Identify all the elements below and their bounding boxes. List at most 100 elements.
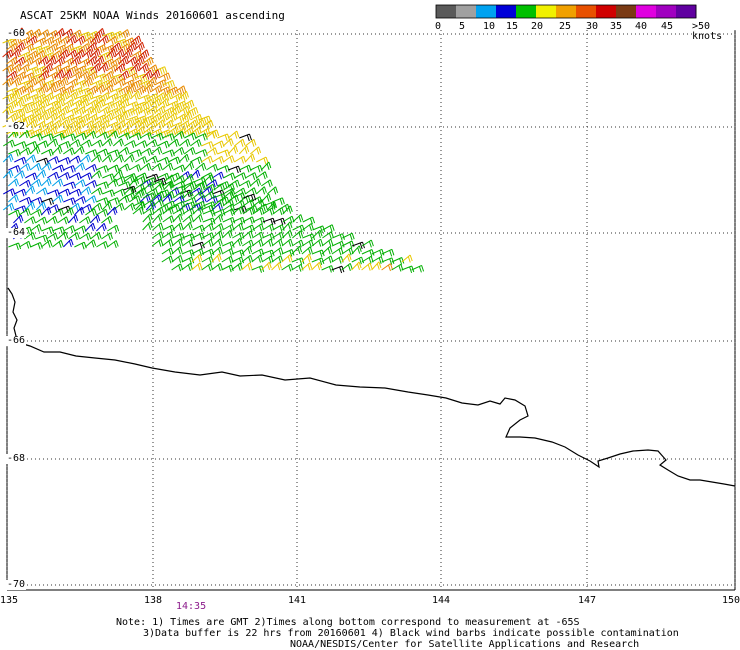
wind-barb (154, 66, 168, 75)
wind-barb (260, 161, 272, 171)
wind-barb (150, 69, 161, 80)
wind-barb (90, 48, 101, 59)
colorbar-border (435, 4, 697, 19)
wind-barb (174, 85, 187, 95)
wind-barb (206, 129, 220, 138)
wind-barb (70, 55, 81, 66)
wind-barb (143, 177, 157, 185)
wind-barb (142, 126, 154, 137)
wind-barb (74, 35, 86, 46)
wind-barb (143, 192, 156, 201)
wind-barb (24, 201, 36, 211)
wind-barb (130, 90, 141, 101)
wind-barb (282, 221, 293, 231)
wind-barb (162, 90, 173, 101)
wind-barb (46, 55, 57, 66)
wind-barb (182, 99, 195, 109)
wind-barb (90, 104, 101, 115)
wind-barb (118, 181, 131, 189)
wind-barb (110, 127, 122, 137)
colorbar-label: 15 (505, 21, 519, 32)
wind-barb (142, 221, 153, 231)
graticule-grid (6, 30, 736, 590)
wind-barb (86, 30, 99, 40)
wind-barb (30, 57, 43, 67)
wind-barb (181, 256, 195, 265)
wind-barb (302, 223, 314, 232)
wind-barb (98, 51, 111, 61)
colorbar-label: 10 (482, 21, 496, 32)
latitude-label: -64 (6, 227, 27, 238)
wind-barb (158, 112, 170, 122)
wind-barb (221, 255, 234, 264)
wind-barb (22, 56, 34, 67)
wind-barb (82, 49, 93, 59)
wind-barb (107, 206, 118, 216)
wind-barb (2, 153, 14, 163)
wind-barb (66, 34, 77, 45)
wind-barb (112, 202, 125, 211)
wind-barb (138, 80, 152, 89)
wind-barb (24, 185, 36, 195)
wind-barb (178, 153, 190, 163)
wind-barb (331, 247, 344, 256)
wind-barb (34, 50, 46, 60)
wind-barb (74, 49, 85, 59)
wind-barb (272, 224, 285, 232)
wind-barb (30, 208, 43, 217)
wind-barb (381, 263, 393, 272)
wind-barb (58, 105, 70, 116)
wind-barb (158, 72, 171, 82)
wind-barb (35, 169, 47, 179)
wind-barb (70, 29, 83, 39)
wind-barb (18, 64, 30, 74)
wind-barb (166, 112, 178, 123)
wind-barb (30, 133, 43, 141)
wind-barb (242, 224, 255, 233)
wind-barb (101, 138, 113, 147)
wind-barb (302, 216, 316, 225)
wind-barb (38, 111, 49, 122)
wind-barb (96, 197, 109, 205)
wind-barb (243, 193, 257, 202)
wind-barb (161, 247, 174, 256)
wind-barb (46, 215, 58, 224)
wind-barb (170, 122, 184, 131)
wind-barb (146, 155, 158, 164)
wind-barb (411, 264, 425, 273)
wind-barb (58, 91, 69, 101)
wind-barb (163, 181, 174, 191)
wind-barb (241, 254, 253, 263)
wind-barb (244, 138, 257, 147)
wind-barb (30, 113, 43, 123)
wind-barb (227, 130, 240, 139)
longitude-label: 150 (721, 595, 740, 606)
wind-barb (194, 194, 207, 203)
colorbar-segment (476, 5, 497, 18)
wind-barb (63, 238, 74, 248)
wind-barb (212, 140, 225, 149)
wind-barb (172, 222, 184, 231)
wind-barb (58, 65, 71, 75)
wind-barb (2, 77, 14, 88)
wind-barb (192, 232, 205, 241)
wind-barb (62, 69, 73, 80)
wind-barb (19, 208, 31, 217)
wind-barb (46, 112, 58, 123)
wind-barb (281, 238, 294, 247)
wind-barb (112, 138, 124, 147)
pass-time-label: 14:35 (176, 601, 207, 612)
wind-barb (98, 35, 109, 45)
wind-barb (132, 206, 144, 215)
wind-barb (321, 255, 334, 264)
wind-barb (162, 149, 175, 157)
wind-barb (251, 239, 264, 248)
wind-barb (201, 248, 215, 257)
wind-barb (161, 193, 173, 203)
wind-barb (63, 225, 76, 233)
wind-barb (96, 181, 109, 189)
wind-barb (69, 188, 82, 197)
wind-barb (58, 76, 69, 87)
wind-barb (135, 156, 148, 164)
wind-barb (26, 119, 38, 130)
